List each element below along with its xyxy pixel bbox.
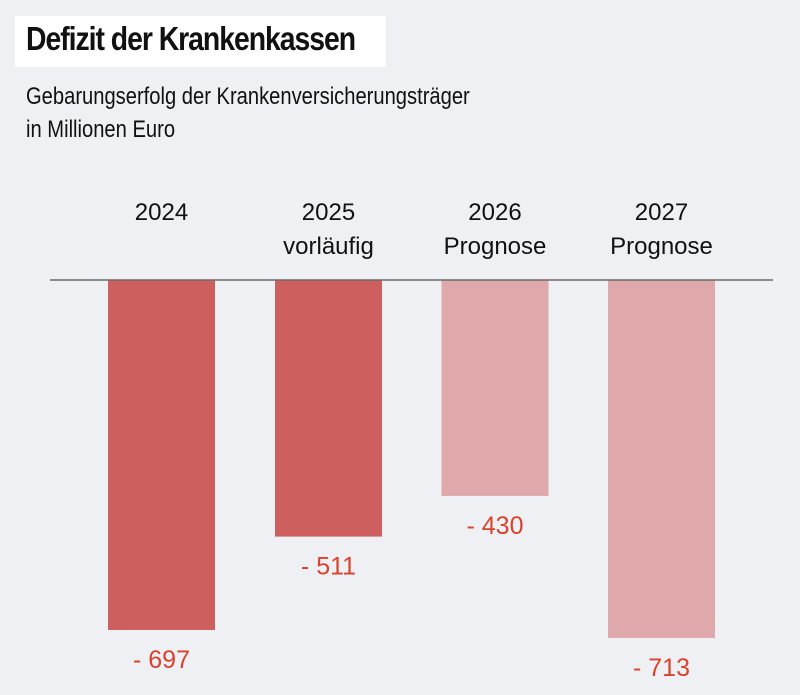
value-label-2027: - 713 (633, 654, 690, 682)
category-label-2024-year: 2024 (135, 199, 188, 226)
category-label-2026-note: Prognose (444, 233, 547, 260)
bar-2026 (441, 280, 549, 496)
category-label-2027-year: 2027 (635, 199, 688, 226)
bar-2025 (275, 280, 382, 537)
category-label-2026-year: 2026 (468, 199, 521, 226)
subtitle-line-2: in Millionen Euro (26, 116, 176, 143)
chart-subtitle: Gebarungserfolg der Krankenversicherungs… (26, 80, 470, 146)
chart-title: Defizit der Krankenkassen (26, 20, 356, 57)
subtitle-line-1: Gebarungserfolg der Krankenversicherungs… (26, 83, 470, 110)
category-label-2025-note: vorläufig (283, 233, 374, 260)
bar-2027 (608, 280, 715, 639)
category-label-2025-year: 2025 (302, 199, 355, 226)
title-background (15, 16, 386, 67)
value-label-2024: - 697 (133, 646, 190, 674)
category-label-2027-note: Prognose (610, 233, 713, 260)
bar-2024 (108, 280, 215, 630)
value-label-2026: - 430 (467, 512, 524, 540)
value-label-2025: - 511 (301, 553, 356, 581)
